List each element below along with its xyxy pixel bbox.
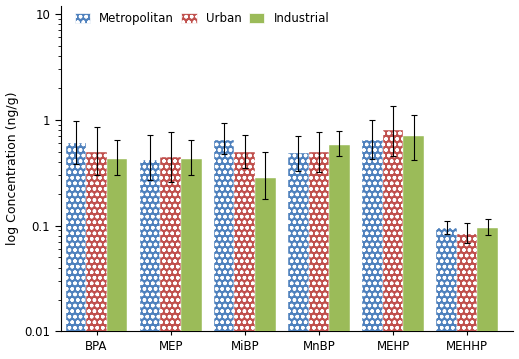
Bar <box>160 158 181 359</box>
Bar <box>329 145 350 359</box>
Bar <box>140 160 160 359</box>
Bar <box>403 136 424 359</box>
Bar <box>214 140 235 359</box>
Bar <box>181 159 201 359</box>
Bar <box>288 154 309 359</box>
Bar <box>309 151 329 359</box>
Y-axis label: log Concentration (ng/g): log Concentration (ng/g) <box>6 92 19 245</box>
Bar <box>362 140 383 359</box>
Bar <box>255 178 276 359</box>
Bar <box>383 130 403 359</box>
Bar <box>66 143 86 359</box>
Bar <box>477 228 498 359</box>
Bar <box>107 159 128 359</box>
Bar <box>86 151 107 359</box>
Legend: Metropolitan, Urban, Industrial: Metropolitan, Urban, Industrial <box>71 8 333 28</box>
Bar <box>457 234 477 359</box>
Bar <box>436 228 457 359</box>
Bar <box>235 151 255 359</box>
